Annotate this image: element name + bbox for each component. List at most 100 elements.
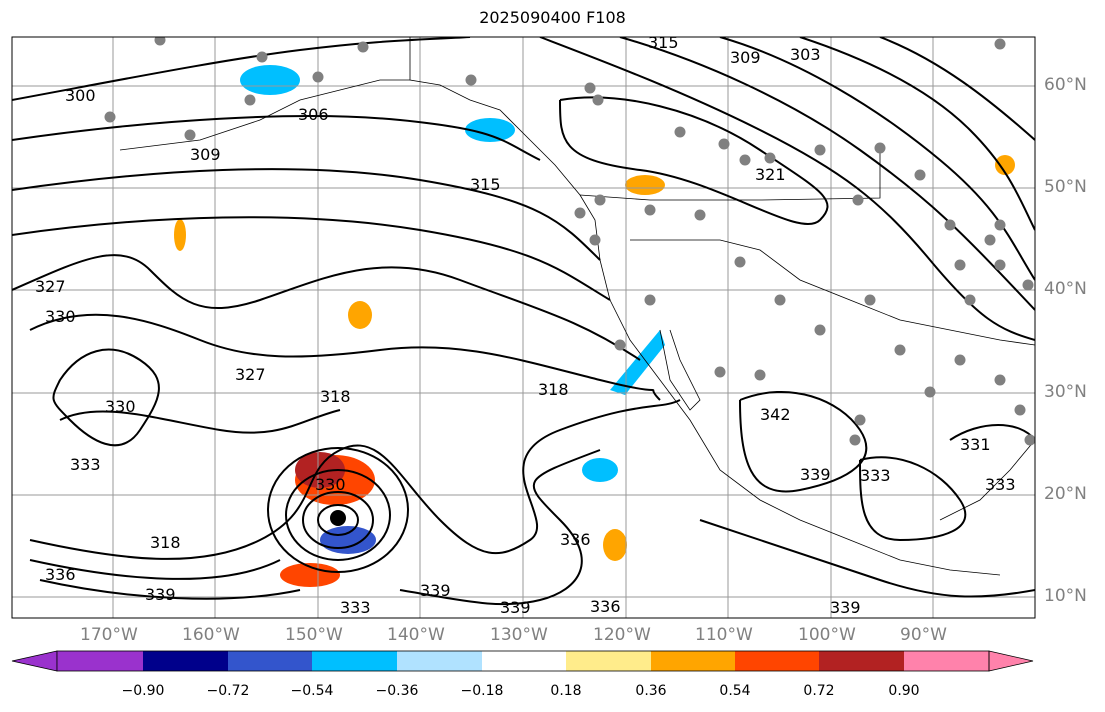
contour-label: 303 xyxy=(790,45,821,64)
contour-label: 339 xyxy=(830,598,861,617)
contour-label: 333 xyxy=(70,455,101,474)
contour-label: 339 xyxy=(420,581,451,600)
station-marker xyxy=(994,38,1006,50)
colorbar-swatch xyxy=(57,651,143,671)
positive-anomaly-west xyxy=(174,219,186,251)
longitude-label: 90°W xyxy=(900,625,947,645)
colorbar-swatch xyxy=(566,651,651,671)
colorbar-tick-label: 0.54 xyxy=(719,683,751,699)
station-marker xyxy=(674,126,686,138)
contour-label: 309 xyxy=(190,145,221,164)
colorbar-tick-label: −0.72 xyxy=(206,683,250,699)
latitude-label: 40°N xyxy=(1044,279,1087,299)
station-marker xyxy=(574,207,586,219)
station-marker xyxy=(714,366,726,378)
station-marker xyxy=(644,294,656,306)
colorbar-tick-label: 0.72 xyxy=(803,683,835,699)
station-marker xyxy=(854,414,866,426)
station-markers xyxy=(104,37,1035,446)
station-marker xyxy=(694,209,706,221)
station-marker xyxy=(739,154,751,166)
map-layer xyxy=(12,37,1035,618)
latitude-label: 30°N xyxy=(1044,382,1087,402)
station-marker xyxy=(849,434,861,446)
colorbar-extend-min xyxy=(11,650,58,672)
station-marker xyxy=(864,294,876,306)
positive-anomaly-midpac xyxy=(348,301,372,329)
contour-label: 306 xyxy=(298,105,329,124)
contour-label: 336 xyxy=(590,597,621,616)
station-marker xyxy=(914,169,926,181)
contour-label: 327 xyxy=(35,277,66,296)
colorbar-extend-max xyxy=(988,650,1034,672)
colorbar-swatch xyxy=(651,651,735,671)
colorbar xyxy=(11,650,1034,672)
positive-anomaly-south xyxy=(280,563,340,587)
contour-label: 318 xyxy=(538,380,569,399)
contour-label: 318 xyxy=(150,533,181,552)
contour-label: 327 xyxy=(235,365,266,384)
station-marker xyxy=(994,259,1006,271)
contour-label: 315 xyxy=(470,175,501,194)
contour-label: 321 xyxy=(755,165,786,184)
map-title: 2025090400 F108 xyxy=(479,8,626,27)
contour-label: 333 xyxy=(340,598,371,617)
contour-label: 339 xyxy=(500,598,531,617)
cyclone-center-marker xyxy=(330,510,346,526)
station-marker xyxy=(924,386,936,398)
station-marker xyxy=(874,142,886,154)
station-marker xyxy=(814,144,826,156)
positive-anomaly-pnw xyxy=(625,175,665,195)
contour-label: 309 xyxy=(730,48,761,67)
contour-label: 342 xyxy=(760,405,791,424)
station-marker xyxy=(734,256,746,268)
latitude-label: 60°N xyxy=(1044,75,1087,95)
station-marker xyxy=(584,82,596,94)
graticule xyxy=(12,37,1035,618)
station-marker xyxy=(852,194,864,206)
shaded-anomalies xyxy=(174,65,1015,587)
positive-anomaly-epac xyxy=(603,529,627,561)
positive-anomaly-east xyxy=(995,155,1015,175)
contour-label: 339 xyxy=(800,465,831,484)
station-marker xyxy=(944,219,956,231)
station-marker xyxy=(994,219,1006,231)
contour-label: 330 xyxy=(105,397,136,416)
colorbar-swatch xyxy=(397,651,482,671)
colorbar-tick-label: −0.90 xyxy=(121,683,165,699)
contour-label: 300 xyxy=(65,86,96,105)
contour-label: 339 xyxy=(145,585,176,604)
station-marker xyxy=(154,37,166,46)
colorbar-swatch xyxy=(482,651,566,671)
longitude-label: 100°W xyxy=(798,625,856,645)
station-marker xyxy=(594,194,606,206)
station-marker xyxy=(954,259,966,271)
station-marker xyxy=(104,111,116,123)
negative-anomaly-baja xyxy=(610,330,665,395)
station-marker xyxy=(718,138,730,150)
contour-label: 336 xyxy=(560,530,591,549)
colorbar-swatch xyxy=(143,651,228,671)
latitude-label: 10°N xyxy=(1044,586,1087,606)
colorbar-swatch xyxy=(228,651,312,671)
station-marker xyxy=(984,234,996,246)
longitude-label: 160°W xyxy=(182,625,240,645)
station-marker xyxy=(994,374,1006,386)
station-marker xyxy=(244,94,256,106)
longitude-label: 110°W xyxy=(695,625,753,645)
station-marker xyxy=(184,129,196,141)
station-marker xyxy=(964,294,976,306)
station-marker xyxy=(1022,279,1034,291)
colorbar-swatch xyxy=(904,651,989,671)
latitude-label: 50°N xyxy=(1044,177,1087,197)
station-marker xyxy=(954,354,966,366)
station-marker xyxy=(465,74,477,86)
latitude-label: 20°N xyxy=(1044,484,1087,504)
contour-label: 333 xyxy=(985,475,1016,494)
contour-label: 318 xyxy=(320,387,351,406)
station-marker xyxy=(1024,434,1035,446)
colorbar-frame xyxy=(56,650,990,672)
negative-anomaly-alaska xyxy=(240,65,300,95)
longitude-label: 140°W xyxy=(387,625,445,645)
